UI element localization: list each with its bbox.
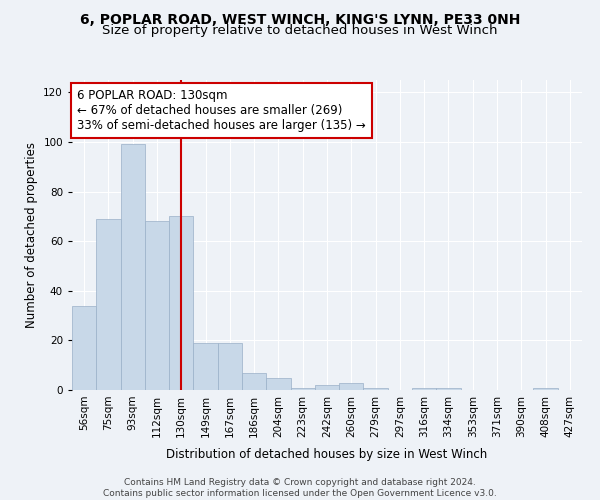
- Bar: [145, 222, 169, 390]
- Bar: [193, 343, 218, 390]
- Bar: [169, 216, 193, 390]
- Bar: [533, 388, 558, 390]
- Text: 6, POPLAR ROAD, WEST WINCH, KING'S LYNN, PE33 0NH: 6, POPLAR ROAD, WEST WINCH, KING'S LYNN,…: [80, 12, 520, 26]
- Bar: [412, 388, 436, 390]
- Bar: [315, 385, 339, 390]
- Bar: [218, 343, 242, 390]
- Bar: [339, 382, 364, 390]
- Bar: [364, 388, 388, 390]
- X-axis label: Distribution of detached houses by size in West Winch: Distribution of detached houses by size …: [166, 448, 488, 461]
- Bar: [266, 378, 290, 390]
- Text: 6 POPLAR ROAD: 130sqm
← 67% of detached houses are smaller (269)
33% of semi-det: 6 POPLAR ROAD: 130sqm ← 67% of detached …: [77, 90, 366, 132]
- Bar: [121, 144, 145, 390]
- Bar: [96, 219, 121, 390]
- Bar: [242, 372, 266, 390]
- Y-axis label: Number of detached properties: Number of detached properties: [25, 142, 38, 328]
- Text: Contains HM Land Registry data © Crown copyright and database right 2024.
Contai: Contains HM Land Registry data © Crown c…: [103, 478, 497, 498]
- Bar: [72, 306, 96, 390]
- Bar: [290, 388, 315, 390]
- Bar: [436, 388, 461, 390]
- Text: Size of property relative to detached houses in West Winch: Size of property relative to detached ho…: [102, 24, 498, 37]
